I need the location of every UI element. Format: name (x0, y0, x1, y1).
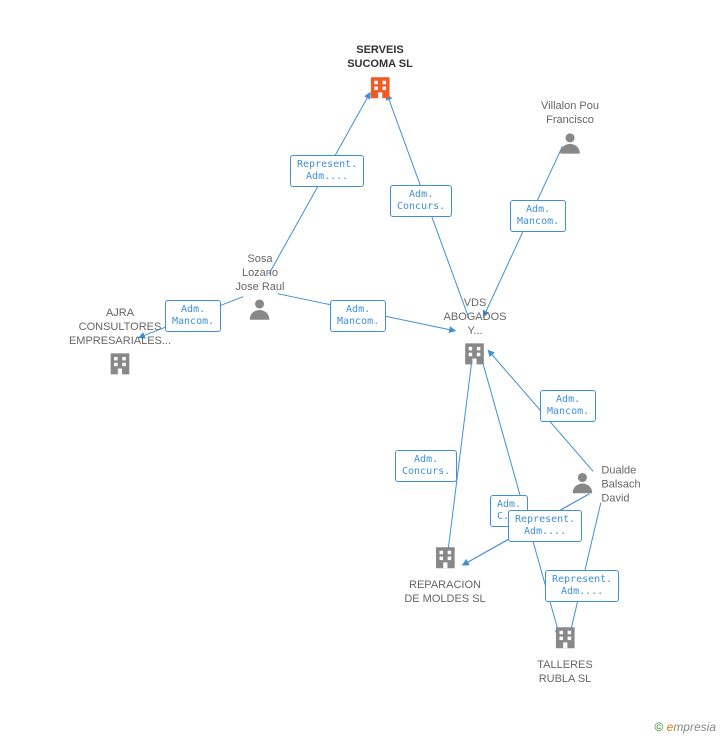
edge-label: Adm. Mancom. (165, 300, 221, 332)
edge-label: Represent. Adm.... (545, 570, 619, 602)
node-label: Dualde Balsach David (601, 464, 640, 505)
edge-label: Adm. Concurs. (390, 185, 452, 217)
node-label: Sosa Lozano Jose Raul (236, 253, 285, 294)
company-node: VDS ABOGADOS Y... (444, 297, 507, 373)
person-icon (557, 129, 583, 160)
person-icon (247, 296, 273, 327)
building-icon (106, 350, 134, 383)
node-label: TALLERES RUBLA SL (537, 659, 592, 687)
node-label: REPARACION DE MOLDES SL (404, 579, 485, 607)
edge-label: Adm. Mancom. (510, 200, 566, 232)
edge-label: Adm. Mancom. (330, 300, 386, 332)
person-node: Dualde Balsach David (569, 464, 640, 505)
edge-label: Represent. Adm.... (290, 155, 364, 187)
edge-label: Adm. Concurs. (395, 450, 457, 482)
node-label: Villalon Pou Francisco (541, 100, 599, 128)
watermark: © empresia (654, 720, 716, 734)
person-icon (569, 470, 595, 501)
edge-label: Represent. Adm.... (508, 510, 582, 542)
brand-rest: mpresia (673, 720, 716, 734)
building-icon (431, 544, 459, 577)
person-node: Sosa Lozano Jose Raul (236, 253, 285, 327)
node-label: VDS ABOGADOS Y... (444, 297, 507, 338)
node-label: AJRA CONSULTORES EMPRESARIALES... (69, 307, 171, 348)
edge-label: Adm. Mancom. (540, 390, 596, 422)
company-node: REPARACION DE MOLDES SL (404, 544, 485, 607)
node-label: SERVEIS SUCOMA SL (347, 44, 413, 72)
company-node: AJRA CONSULTORES EMPRESARIALES... (69, 307, 171, 383)
copyright-symbol: © (654, 720, 663, 734)
company-node: TALLERES RUBLA SL (537, 624, 592, 687)
building-icon (366, 73, 394, 106)
building-icon (551, 624, 579, 657)
company-node: SERVEIS SUCOMA SL (347, 44, 413, 107)
person-node: Villalon Pou Francisco (541, 100, 599, 161)
building-icon (461, 340, 489, 373)
